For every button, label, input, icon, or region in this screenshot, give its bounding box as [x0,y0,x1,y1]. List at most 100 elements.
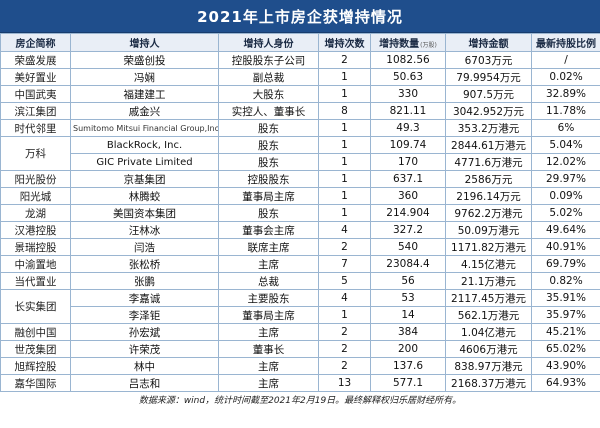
amount-cell: 6703万元 [445,51,532,69]
holder-cell: 闫浩 [70,238,219,256]
header-times: 增持次数 [318,33,371,52]
source-note: 数据来源：wind，统计时间截至2021年2月19日。最终解释权归乐居财经所有。 [138,396,462,406]
identity-cell: 控股股东 [218,170,319,188]
times-cell: 1 [318,153,371,171]
ratio-cell: 6% [531,119,600,137]
holder-cell: BlackRock, Inc. [70,136,219,154]
company-cell: 景瑞控股 [0,238,71,256]
times-cell: 1 [318,119,371,137]
quantity-cell: 53 [370,289,446,307]
table-row: 阳光城 林腾蛟 董事局主席 1 360 2196.14万元 0.09% [0,187,600,205]
table-row: 汉港控股 汪林冰 董事会主席 4 327.2 50.09万港元 49.64% [0,221,600,239]
table-row: 旭辉控股 林中 主席 2 137.6 838.97万港元 43.90% [0,357,600,375]
ratio-cell: 35.91% [531,289,600,307]
company-cell: 荣盛发展 [0,51,71,69]
times-cell: 1 [318,306,371,324]
times-cell: 4 [318,221,371,239]
identity-cell: 实控人、董事长 [218,102,319,120]
times-cell: 2 [318,323,371,341]
company-cell: 当代置业 [0,272,71,290]
header-identity: 增持人身份 [218,33,319,52]
table-row: 万科 BlackRock, Inc. 股东 1 109.74 2844.61万港… [0,136,600,171]
identity-cell: 主席 [218,374,319,392]
ratio-cell: 0.82% [531,272,600,290]
holder-cell: 李泽钜 [70,306,219,324]
times-cell: 1 [318,187,371,205]
company-cell: 融创中国 [0,323,71,341]
holder-cell: 汪林冰 [70,221,219,239]
company-cell: 美好置业 [0,68,71,86]
holder-cell: 李嘉诚 [70,289,219,307]
ratio-cell: 11.78% [531,102,600,120]
header-company: 房企简称 [0,33,71,52]
holdings-table: 房企简称 增持人 增持人身份 增持次数 增持数量(万股) 增持金额 最新持股比例… [0,33,600,392]
times-cell: 2 [318,340,371,358]
holder-cell: 林中 [70,357,219,375]
header-ratio: 最新持股比例 [531,33,600,52]
ratio-cell: 5.02% [531,204,600,222]
ratio-cell: 40.91% [531,238,600,256]
company-cell: 长实集团 [0,289,71,324]
company-cell: 中国武夷 [0,85,71,103]
times-cell: 2 [318,238,371,256]
holder-cell: 荣盛创投 [70,51,219,69]
quantity-cell: 23084.4 [370,255,446,273]
identity-cell: 董事会主席 [218,221,319,239]
holder-cell: 京基集团 [70,170,219,188]
ratio-cell: 29.97% [531,170,600,188]
quantity-cell: 1082.56 [370,51,446,69]
identity-cell: 董事局主席 [218,306,319,324]
times-cell: 2 [318,357,371,375]
company-cell: 阳光城 [0,187,71,205]
identity-cell: 副总裁 [218,68,319,86]
quantity-cell: 200 [370,340,446,358]
ratio-cell: 69.79% [531,255,600,273]
holder-cell: 冯娴 [70,68,219,86]
ratio-cell: 65.02% [531,340,600,358]
holder-cell: GIC Private Limited [70,153,219,171]
table-row: 中渝置地 张松桥 主席 7 23084.4 4.15亿港元 69.79% [0,255,600,273]
times-cell: 2 [318,51,371,69]
amount-cell: 2844.61万港元 [445,136,532,154]
times-cell: 1 [318,136,371,154]
identity-cell: 主席 [218,357,319,375]
identity-cell: 股东 [218,136,319,154]
quantity-cell: 56 [370,272,446,290]
amount-cell: 4.15亿港元 [445,255,532,273]
table-row: 荣盛发展 荣盛创投 控股股东子公司 2 1082.56 6703万元 / [0,51,600,69]
company-cell: 时代邻里 [0,119,71,137]
holder-cell: 美国资本集团 [70,204,219,222]
identity-cell: 董事局主席 [218,187,319,205]
ratio-cell: 45.21% [531,323,600,341]
table-row: 滨江集团 戚金兴 实控人、董事长 8 821.11 3042.952万元 11.… [0,102,600,120]
company-cell: 嘉华国际 [0,374,71,392]
company-cell: 世茂集团 [0,340,71,358]
quantity-cell: 540 [370,238,446,256]
identity-cell: 总裁 [218,272,319,290]
quantity-cell: 821.11 [370,102,446,120]
ratio-cell: 64.93% [531,374,600,392]
amount-cell: 2168.37万港元 [445,374,532,392]
times-cell: 7 [318,255,371,273]
company-cell: 旭辉控股 [0,357,71,375]
holder-cell: 戚金兴 [70,102,219,120]
header-quantity-label: 增持数量 [379,39,420,50]
table-row: 景瑞控股 闫浩 联席主席 2 540 1171.82万港元 40.91% [0,238,600,256]
quantity-cell: 214.904 [370,204,446,222]
ratio-cell: 35.97% [531,306,600,324]
table-row: 长实集团 李嘉诚 主要股东 4 53 2117.45万港元 35.91% [0,289,600,324]
page-title: 2021年上市房企获增持情况 [0,0,600,33]
amount-cell: 353.2万港元 [445,119,532,137]
table-header-row: 房企简称 增持人 增持人身份 增持次数 增持数量(万股) 增持金额 最新持股比例 [0,33,600,52]
times-cell: 1 [318,204,371,222]
amount-cell: 1.04亿港元 [445,323,532,341]
table-row: 时代邻里 Sumitomo Mitsui Financial Group,Inc… [0,119,600,137]
table-row: 世茂集团 许荣茂 董事长 2 200 4606万港元 65.02% [0,340,600,358]
identity-cell: 股东 [218,153,319,171]
table-row: 融创中国 孙宏斌 主席 2 384 1.04亿港元 45.21% [0,323,600,341]
ratio-cell: 0.09% [531,187,600,205]
quantity-cell: 327.2 [370,221,446,239]
amount-cell: 562.1万港元 [445,306,532,324]
ratio-cell: 12.02% [531,153,600,171]
times-cell: 13 [318,374,371,392]
